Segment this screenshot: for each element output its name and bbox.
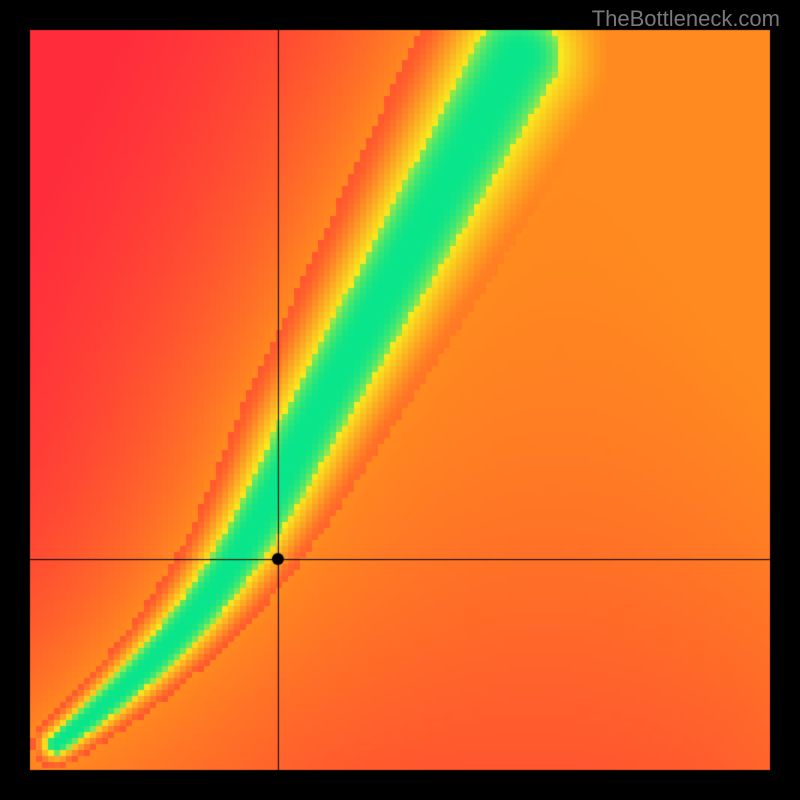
- chart-container: TheBottleneck.com: [0, 0, 800, 800]
- heatmap-canvas: [0, 0, 800, 800]
- watermark-text: TheBottleneck.com: [592, 6, 780, 32]
